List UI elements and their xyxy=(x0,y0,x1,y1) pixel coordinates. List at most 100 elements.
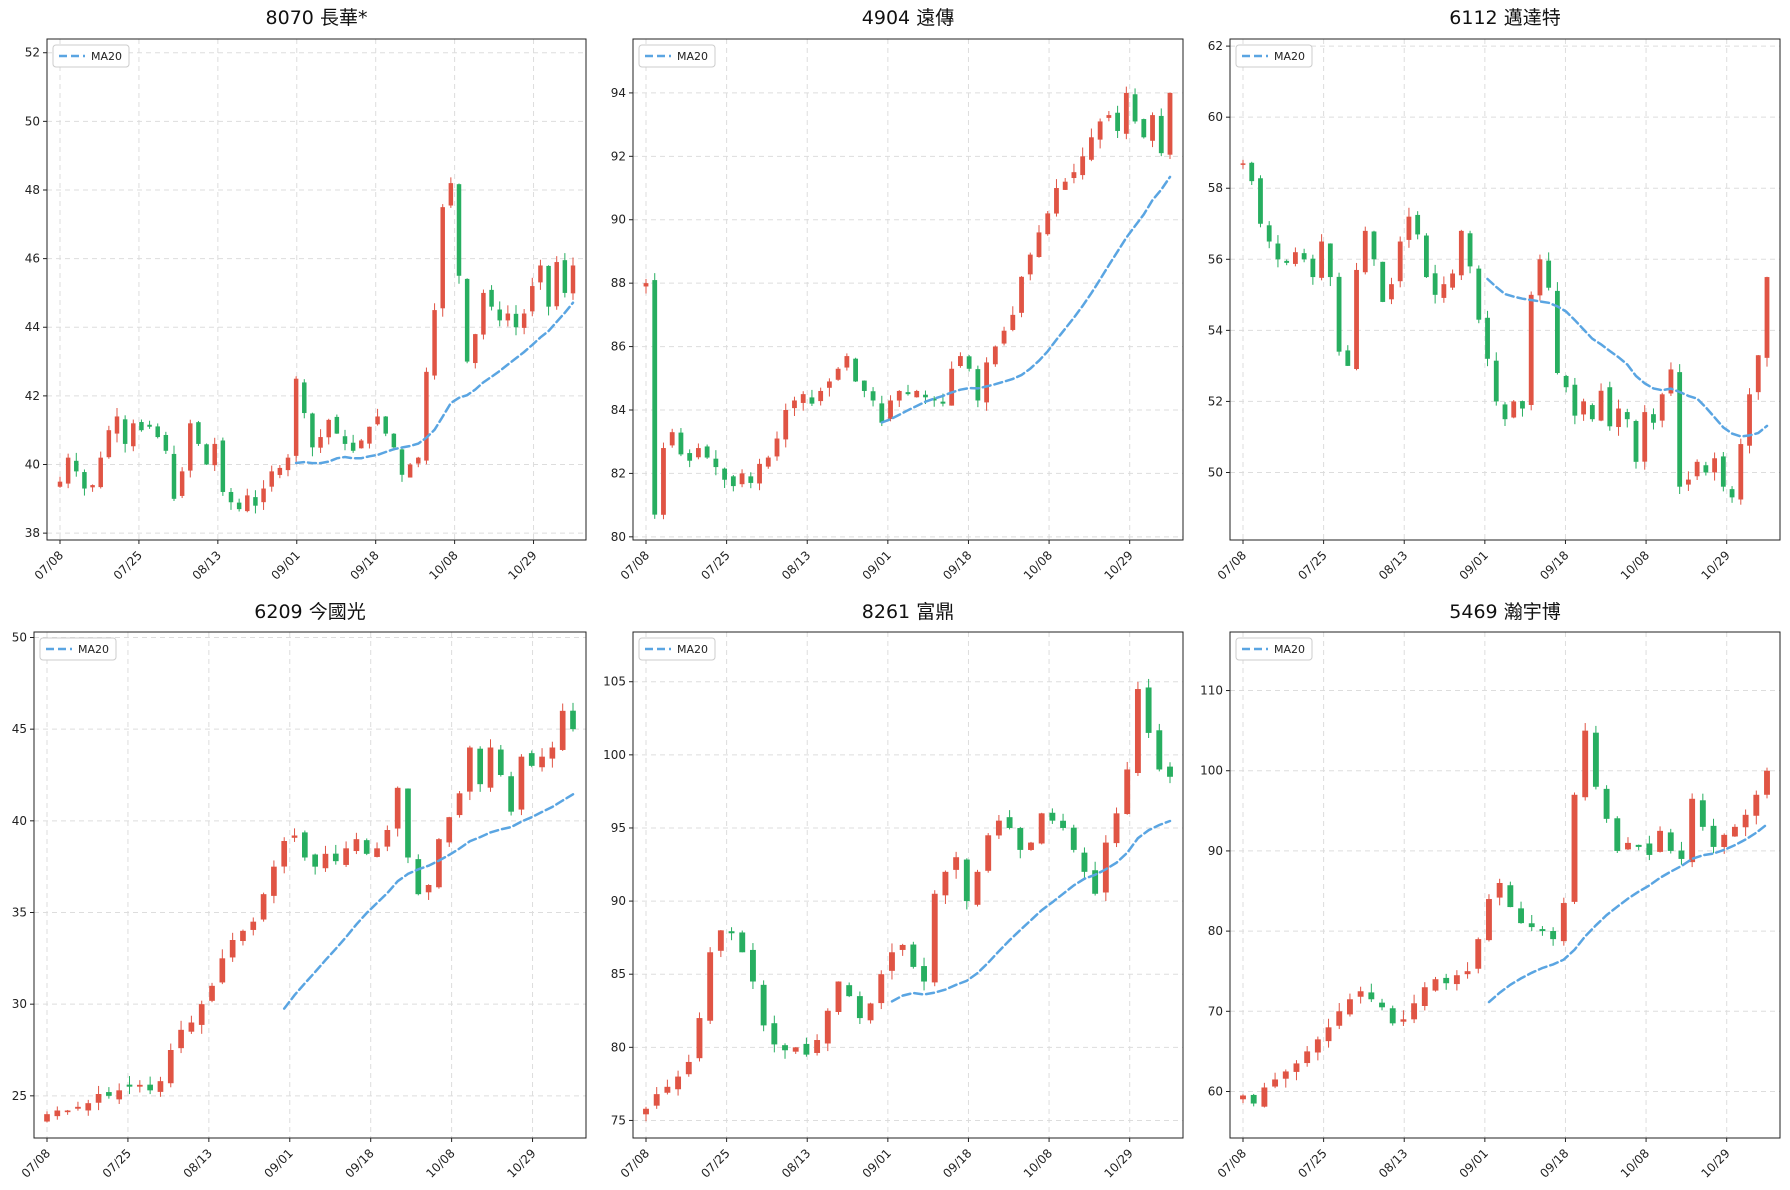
candle-body xyxy=(1001,330,1007,344)
candle-body xyxy=(1284,260,1290,263)
candle-body xyxy=(131,423,136,447)
candle-body xyxy=(835,981,842,1012)
ma20-line xyxy=(282,793,575,1010)
candle-body xyxy=(1668,369,1674,394)
candle-body xyxy=(456,793,463,816)
candle-body xyxy=(559,710,566,750)
candle-body xyxy=(178,1029,184,1049)
candle-body xyxy=(399,449,405,475)
legend-box xyxy=(52,44,130,68)
y-tick-label: 52 xyxy=(1208,394,1223,408)
candle-body xyxy=(879,403,885,423)
candle-body xyxy=(963,859,970,902)
candle-body xyxy=(739,473,745,485)
candle-body xyxy=(350,442,356,451)
candle-body xyxy=(1476,268,1482,320)
candle-body xyxy=(240,930,246,942)
candle-body xyxy=(147,1084,153,1091)
candle-body xyxy=(1314,1039,1321,1053)
candle-body xyxy=(155,426,160,438)
candle-body xyxy=(136,1084,143,1087)
candle-body xyxy=(824,1010,831,1044)
candle-body xyxy=(1550,931,1557,940)
y-tick-label: 40 xyxy=(25,458,40,472)
y-tick-label: 84 xyxy=(611,403,626,417)
candle-body xyxy=(1657,830,1664,852)
candle-body xyxy=(1458,230,1464,276)
panel-title: 5469 瀚宇博 xyxy=(1449,601,1560,623)
candle-body xyxy=(1292,252,1298,264)
candle-body xyxy=(1354,269,1359,370)
candle-body xyxy=(1282,1071,1289,1079)
ma20-line xyxy=(1486,277,1769,438)
candle-body xyxy=(1134,689,1141,774)
y-tick-label: 60 xyxy=(1208,1084,1223,1098)
y-tick-label: 90 xyxy=(611,213,626,227)
candle-body xyxy=(1421,987,1428,1006)
candle-body xyxy=(1496,882,1503,898)
candle-body xyxy=(260,894,267,920)
candle-body xyxy=(867,1003,874,1021)
candle-body xyxy=(1071,172,1077,179)
candle-body xyxy=(664,1086,671,1093)
candle-body xyxy=(1261,1087,1268,1107)
candle-body xyxy=(467,747,473,792)
candle-body xyxy=(1572,384,1578,416)
candle-body xyxy=(713,458,719,468)
candle-body xyxy=(261,488,266,503)
candle-body xyxy=(1070,827,1077,850)
candle-body xyxy=(687,453,693,461)
candle-body xyxy=(75,1106,81,1109)
candle-body xyxy=(1010,314,1016,330)
y-tick-label: 100 xyxy=(603,748,626,762)
candle-body xyxy=(774,438,780,457)
candle-body xyxy=(975,369,981,401)
candle-body xyxy=(835,368,841,380)
candle-body xyxy=(312,854,318,867)
candle-body xyxy=(1689,798,1696,863)
candle-body xyxy=(436,839,442,888)
candle-body xyxy=(1592,732,1599,787)
y-tick-label: 62 xyxy=(1208,39,1223,53)
candle-body xyxy=(114,416,120,434)
candle-body xyxy=(334,416,340,434)
candle-body xyxy=(1659,394,1665,421)
candle-body xyxy=(1667,832,1674,851)
y-tick-label: 58 xyxy=(1208,181,1223,195)
candle-body xyxy=(1589,405,1595,420)
y-tick-label: 90 xyxy=(1208,844,1223,858)
y-tick-label: 44 xyxy=(25,320,40,334)
y-tick-label: 50 xyxy=(12,631,27,645)
candle-body xyxy=(332,853,339,862)
candle-body xyxy=(1379,1002,1385,1008)
candle-body xyxy=(497,749,504,775)
candle-body xyxy=(1633,420,1639,462)
candle-body xyxy=(1546,260,1552,288)
candle-body xyxy=(250,921,257,930)
candle-body xyxy=(310,413,315,448)
candle-body xyxy=(342,436,348,444)
candle-body xyxy=(424,371,429,461)
candle-body xyxy=(446,817,453,843)
candle-body xyxy=(1123,92,1129,134)
candle-body xyxy=(367,426,372,444)
candle-body xyxy=(1747,394,1752,446)
candle-body xyxy=(271,866,277,896)
candle-body xyxy=(477,748,484,785)
candle-body xyxy=(122,419,128,444)
candle-body xyxy=(1038,813,1045,844)
candle-body xyxy=(1423,235,1429,278)
candle-body xyxy=(1571,794,1578,902)
candle-body xyxy=(899,944,906,950)
candle-body xyxy=(440,207,445,309)
candle-body xyxy=(1528,294,1534,405)
legend-label: MA20 xyxy=(1274,50,1305,63)
candle-body xyxy=(405,788,411,858)
candle-body xyxy=(889,952,895,971)
candle-body xyxy=(1603,788,1610,819)
y-tick-label: 82 xyxy=(611,466,626,480)
candle-body xyxy=(415,859,422,895)
candle-body xyxy=(923,394,928,398)
candle-body xyxy=(229,940,236,958)
candle-body xyxy=(846,985,853,997)
